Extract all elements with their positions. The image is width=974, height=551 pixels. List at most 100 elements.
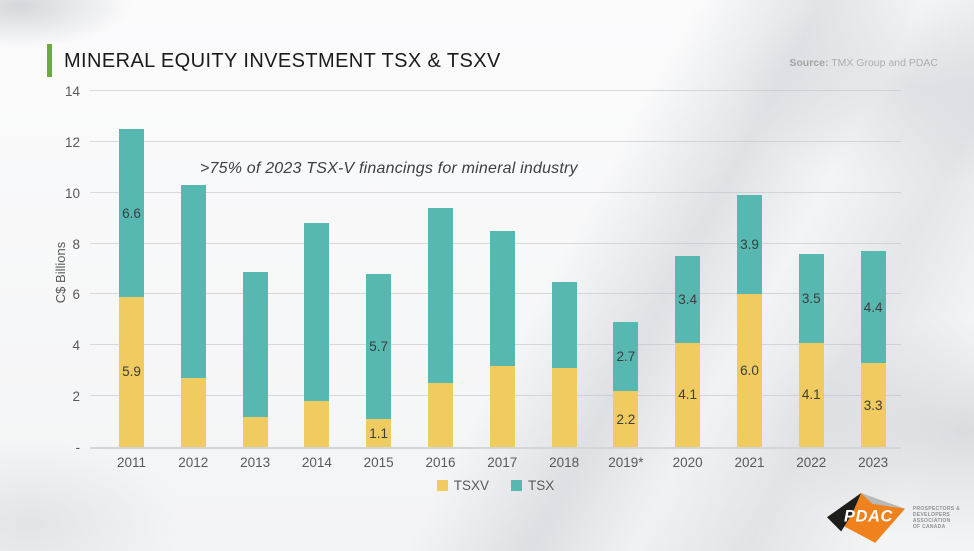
bar-2013	[242, 93, 268, 447]
bar-segment-tsxv-2015: 1.1	[366, 419, 392, 447]
bar-segment-tsx-2014	[304, 223, 330, 402]
org-line: ASSOCIATION	[912, 518, 951, 524]
data-label-tsxv-2021: 6.0	[740, 363, 759, 379]
y-axis-tick: -	[75, 440, 81, 455]
x-axis-label-2017: 2017	[487, 455, 518, 470]
bar-segment-tsx-2015: 5.7	[366, 274, 392, 420]
legend-item-tsxv: TSXV	[436, 478, 489, 493]
bar-2014	[304, 93, 330, 447]
y-axis-tick: 4	[72, 338, 80, 354]
logo-wordmark: PDAC	[844, 508, 893, 526]
bar-segment-tsx-2018	[551, 281, 577, 369]
bar-segment-tsxv-2021: 6.0	[737, 294, 762, 447]
data-label-tsxv-2011: 5.9	[122, 364, 141, 380]
bar-2022: 4.1 3.5	[798, 93, 824, 447]
bar-2017	[489, 93, 515, 447]
x-axis-label-2011: 2011	[116, 455, 147, 470]
x-axis-label-2022: 2022	[796, 455, 827, 470]
bar-segment-tsx-2011: 6.6	[119, 129, 144, 297]
data-label-tsxv-2020: 4.1	[678, 387, 698, 403]
bar-2019: 2.2 2.7	[613, 93, 639, 447]
bar-2023: 3.3 4.4	[860, 93, 886, 447]
bar-segment-tsx-2013	[242, 271, 268, 417]
legend-item-tsx: TSX	[511, 478, 554, 493]
bar-segment-tsxv-2020: 4.1	[675, 342, 701, 447]
data-label-tsx-2021: 3.9	[740, 237, 759, 253]
y-axis-tick: 14	[64, 84, 80, 99]
y-axis-tick: 12	[64, 134, 80, 150]
data-label-tsxv-2019: 2.2	[616, 411, 636, 427]
source-label: Source:	[789, 57, 829, 69]
bar-segment-tsxv-2011: 5.9	[119, 296, 144, 447]
y-axis-tick: 8	[72, 236, 80, 252]
page-title: MINERAL EQUITY INVESTMENT TSX & TSXV	[64, 50, 501, 72]
x-axis-label-2012: 2012	[178, 455, 209, 470]
bar-segment-tsxv-2018	[551, 368, 577, 447]
org-line: DEVELOPERS	[912, 512, 951, 518]
x-axis-label-2018: 2018	[549, 455, 580, 470]
data-label-tsxv-2022: 4.1	[801, 387, 821, 403]
bar-segment-tsx-2022: 3.5	[798, 253, 824, 343]
data-label-tsx-2020: 3.4	[678, 292, 698, 308]
source-note: Source: TMX Group and PDAC	[789, 57, 938, 69]
bar-segment-tsx-2020: 3.4	[675, 256, 701, 343]
data-label-tsxv-2023: 3.3	[863, 397, 883, 413]
y-axis-tick: 6	[72, 287, 80, 303]
bar-2018	[551, 93, 577, 447]
bar-segment-tsx-2021: 3.9	[737, 195, 762, 295]
bar-2012	[180, 93, 206, 447]
data-label-tsx-2022: 3.5	[801, 290, 821, 306]
bar-segment-tsxv-2016	[428, 383, 453, 447]
pdac-logo: PDAC PROSPECTORS & DEVELOPERS ASSOCIATIO…	[826, 493, 960, 543]
x-axis-label-2015: 2015	[363, 455, 394, 470]
bar-2021: 6.0 3.9	[737, 93, 762, 447]
chart-annotation: >75% of 2023 TSX-V financings for minera…	[200, 160, 578, 177]
bar-segment-tsx-2023: 4.4	[860, 251, 886, 364]
org-line: PROSPECTORS &	[912, 506, 960, 512]
bar-segment-tsxv-2012	[180, 378, 206, 447]
gridline	[90, 191, 901, 193]
bar-segment-tsxv-2014	[304, 401, 330, 447]
y-axis-tick: 2	[72, 389, 80, 405]
logo-black-facet	[826, 493, 861, 532]
data-label-tsx-2023: 4.4	[863, 299, 883, 315]
x-axis-label-2020: 2020	[672, 455, 703, 470]
data-label-tsx-2015: 5.7	[369, 339, 389, 355]
bar-segment-tsxv-2023: 3.3	[860, 363, 886, 447]
y-axis-tick: 10	[64, 185, 80, 201]
x-axis-label-2014: 2014	[301, 455, 332, 470]
bar-segment-tsx-2019: 2.7	[613, 322, 639, 392]
x-axis-label-2019: 2019*	[608, 455, 644, 470]
pdac-logo-mark: PDAC	[826, 493, 905, 543]
data-label-tsx-2019: 2.7	[616, 349, 636, 365]
gridline	[90, 90, 901, 91]
plot-area: 14 12 10 8 6 4 2 - 5.9 6.6 2011 2012 2013 2014 1.1 5.7 2…	[65, 84, 901, 470]
bar-2020: 4.1 3.4	[675, 93, 701, 447]
bar-segment-tsxv-2022: 4.1	[798, 342, 824, 447]
x-axis-label-2021: 2021	[734, 455, 765, 470]
bar-segment-tsx-2016	[428, 207, 453, 384]
legend-label-tsxv: TSXV	[453, 478, 489, 493]
x-axis-label-2023: 2023	[858, 455, 889, 470]
data-label-tsx-2011: 6.6	[122, 205, 141, 221]
legend-swatch-tsxv	[436, 480, 448, 491]
bar-2016	[428, 93, 453, 447]
pdac-org-text: PROSPECTORS & DEVELOPERS ASSOCIATION OF …	[913, 506, 960, 530]
bar-segment-tsxv-2013	[242, 416, 268, 447]
data-label-tsxv-2015: 1.1	[369, 425, 389, 441]
legend-label-tsx: TSX	[528, 478, 555, 493]
title-accent-bar	[47, 44, 52, 77]
bar-segment-tsxv-2017	[489, 365, 515, 447]
legend-swatch-tsx	[511, 480, 522, 491]
bar-segment-tsx-2017	[489, 230, 515, 366]
bar-2011: 5.9 6.6	[119, 93, 144, 447]
x-axis-label-2013: 2013	[240, 455, 271, 470]
org-line: OF CANADA	[912, 524, 946, 530]
bar-segment-tsxv-2019: 2.2	[613, 391, 639, 447]
x-axis-label-2016: 2016	[425, 455, 456, 470]
bar-2015: 1.1 5.7	[366, 93, 392, 447]
gridline	[90, 140, 901, 142]
source-text: TMX Group and PDAC	[831, 57, 938, 69]
bar-segment-tsx-2012	[180, 185, 206, 379]
